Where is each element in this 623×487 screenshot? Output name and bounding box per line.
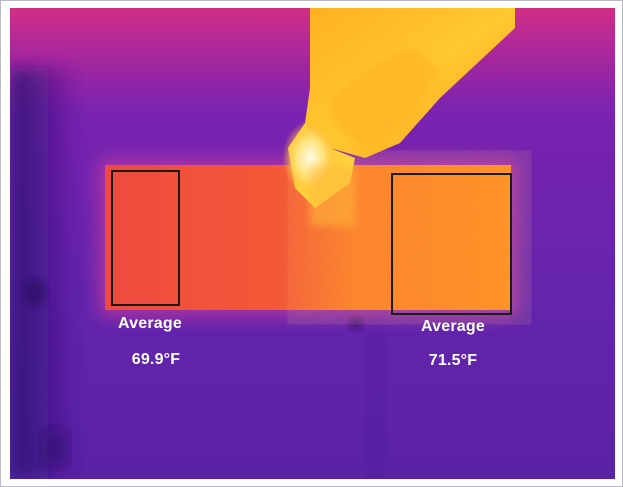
thermal-image: Average 69.9°F Average 71.5°F — [10, 8, 615, 479]
left-average-value: 69.9°F — [131, 351, 181, 368]
right-average-label: Average — [421, 318, 485, 335]
thermal-scene — [10, 8, 615, 479]
right-average-value: 71.5°F — [428, 352, 478, 369]
left-average-label: Average — [118, 315, 182, 332]
roi-right-box — [391, 173, 512, 315]
roi-left-box — [111, 170, 180, 306]
